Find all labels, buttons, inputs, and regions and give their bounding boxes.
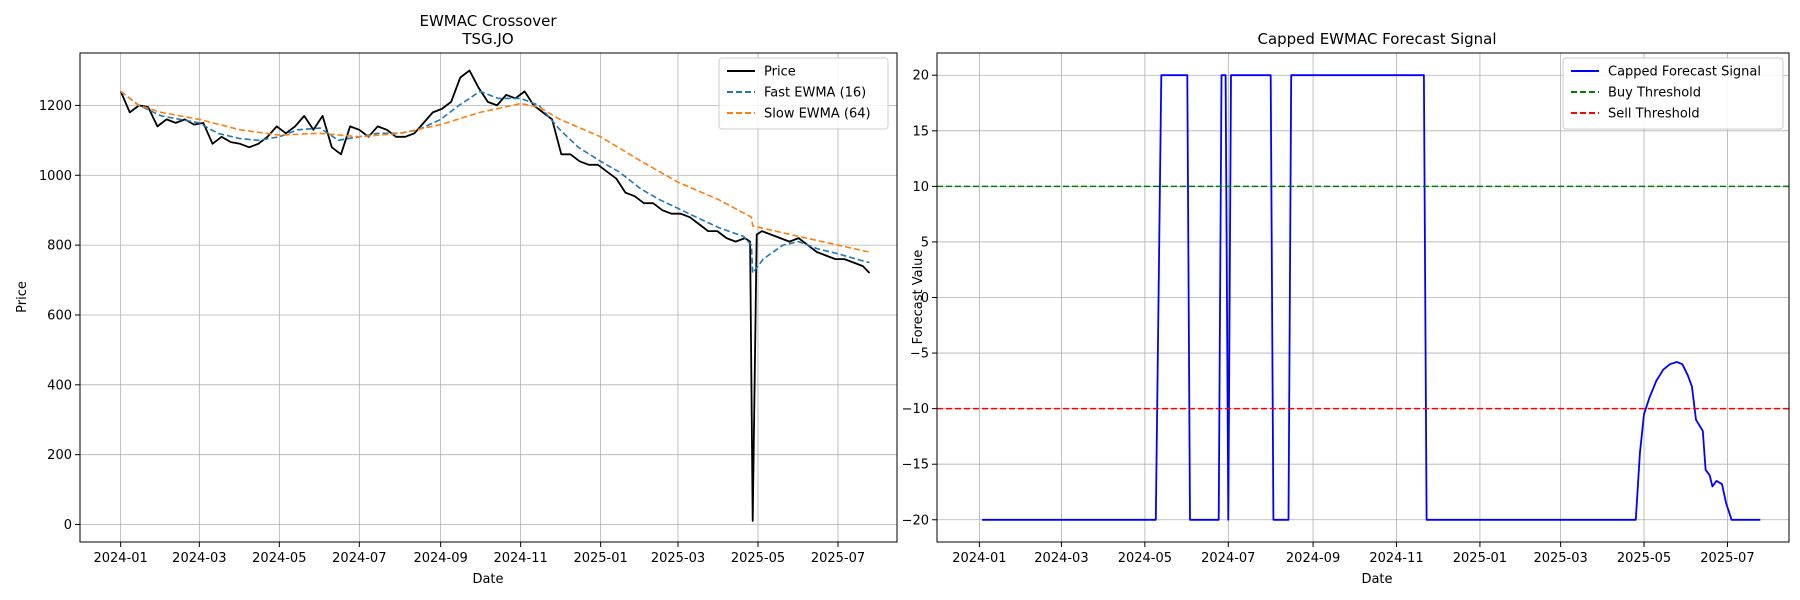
x-axis-label: Date bbox=[472, 572, 503, 587]
plot-lines bbox=[119, 69, 871, 522]
y-axis-label: Forecast Value bbox=[911, 250, 926, 345]
x-tick-label: 2024-03 bbox=[1034, 551, 1088, 566]
series-price bbox=[119, 69, 871, 522]
y-tick-label: 800 bbox=[47, 239, 72, 254]
y-tick-label: 200 bbox=[47, 448, 72, 463]
x-tick-label: 2024-09 bbox=[413, 551, 467, 566]
y-axis-label: Price bbox=[15, 281, 30, 313]
x-tick-label: 2025-07 bbox=[1700, 551, 1754, 566]
legend-label: Buy Threshold bbox=[1608, 86, 1701, 101]
legend: Price Fast EWMA (16) Slow EWMA (64) bbox=[718, 57, 889, 130]
legend-label: Capped Forecast Signal bbox=[1608, 65, 1761, 80]
ewmac-crossover-chart: EWMAC Crossover TSG.JO 2024-01 2024-03 202… bbox=[15, 12, 898, 587]
y-tick-label: 15 bbox=[912, 124, 929, 139]
x-tick-label: 2024-01 bbox=[93, 551, 147, 566]
x-axis-label: Date bbox=[1361, 572, 1392, 587]
x-tick-label: 2024-05 bbox=[252, 551, 306, 566]
y-tick-label: 10 bbox=[912, 180, 929, 195]
x-tick-label: 2025-03 bbox=[1533, 551, 1587, 566]
x-tick-label: 2024-01 bbox=[952, 551, 1006, 566]
y-tick-label: −15 bbox=[902, 458, 929, 473]
capped-forecast-chart: Capped EWMAC Forecast Signal 2024-01 2024… bbox=[902, 30, 1790, 587]
legend-label: Price bbox=[764, 65, 796, 80]
x-tick-label: 2025-03 bbox=[651, 551, 705, 566]
x-tick-label: 2024-05 bbox=[1118, 551, 1172, 566]
x-tick-label: 2025-01 bbox=[1453, 551, 1507, 566]
y-tick-label: 1200 bbox=[39, 99, 72, 114]
x-tick-label: 2024-07 bbox=[1201, 551, 1255, 566]
y-tick-label: 20 bbox=[912, 69, 929, 84]
x-tick-label: 2025-05 bbox=[731, 551, 785, 566]
axis-ticks: 2024-01 2024-03 2024-05 2024-07 2024-09 2024-… bbox=[39, 99, 865, 566]
y-tick-label: 1000 bbox=[39, 169, 72, 184]
series-slow-ewma-64 bbox=[120, 90, 870, 253]
legend-box bbox=[718, 57, 889, 130]
chart-title: Capped EWMAC Forecast Signal bbox=[1257, 30, 1496, 48]
x-tick-label: 2024-11 bbox=[1369, 551, 1423, 566]
y-tick-label: 5 bbox=[921, 235, 929, 250]
y-tick-label: 0 bbox=[921, 291, 929, 306]
legend: Capped Forecast Signal Buy Threshold Sell … bbox=[1562, 57, 1784, 130]
legend-label: Slow EWMA (64) bbox=[764, 107, 871, 122]
plot-lines bbox=[937, 74, 1789, 521]
y-tick-label: 0 bbox=[64, 518, 72, 533]
x-tick-label: 2025-01 bbox=[573, 551, 627, 566]
x-tick-label: 2024-07 bbox=[332, 551, 386, 566]
plot-frame bbox=[79, 52, 898, 543]
x-tick-label: 2024-11 bbox=[493, 551, 547, 566]
y-tick-label: −10 bbox=[902, 402, 929, 417]
y-tick-label: 600 bbox=[47, 308, 72, 323]
chart-title: EWMAC Crossover bbox=[419, 12, 557, 30]
x-tick-label: 2024-03 bbox=[172, 551, 226, 566]
grid bbox=[80, 53, 897, 542]
chart-subtitle: TSG.JO bbox=[461, 30, 513, 48]
legend-label: Sell Threshold bbox=[1608, 107, 1700, 122]
axis-ticks: 2024-01 2024-03 2024-05 2024-07 2024-09 2024-… bbox=[902, 69, 1755, 566]
x-tick-label: 2025-05 bbox=[1617, 551, 1671, 566]
x-tick-label: 2025-07 bbox=[811, 551, 865, 566]
y-tick-label: 400 bbox=[47, 378, 72, 393]
y-tick-label: −20 bbox=[902, 513, 929, 528]
x-tick-label: 2024-09 bbox=[1286, 551, 1340, 566]
legend-label: Fast EWMA (16) bbox=[764, 86, 866, 101]
series-capped-forecast-signal bbox=[982, 74, 1761, 521]
y-tick-label: −5 bbox=[910, 347, 929, 362]
legend-box bbox=[1562, 57, 1784, 130]
